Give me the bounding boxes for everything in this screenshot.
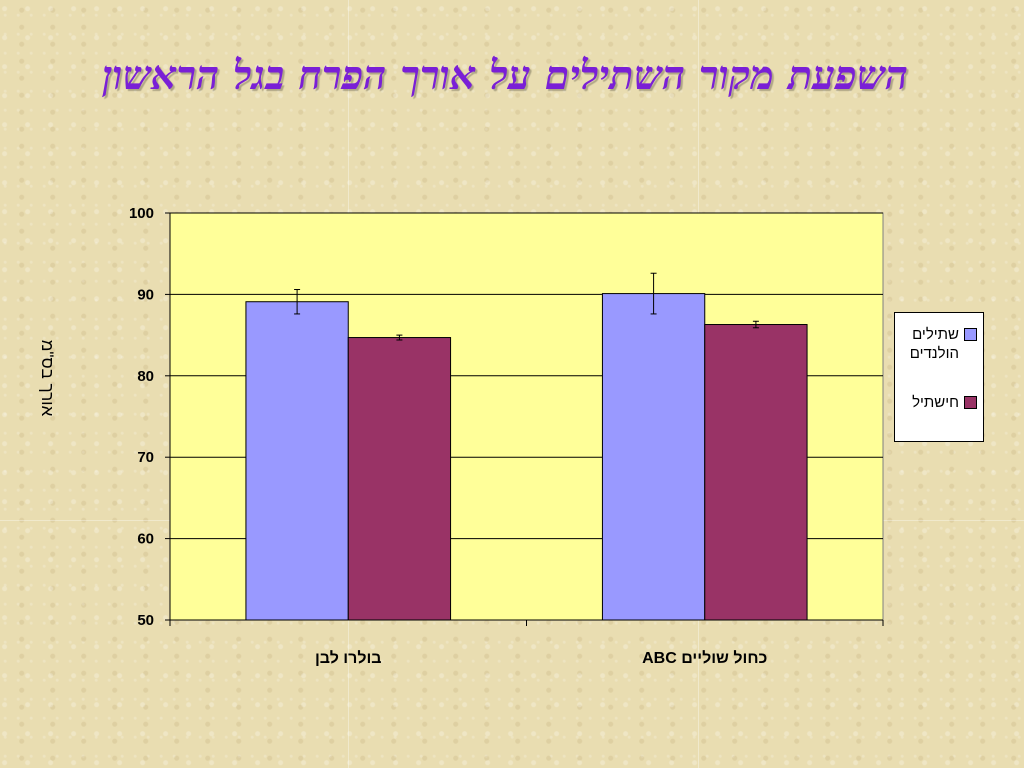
legend-swatch: [964, 328, 977, 341]
y-tick-label: 80: [137, 368, 154, 385]
legend-item: שתילים הולנדים: [903, 325, 977, 363]
legend-swatch: [964, 396, 977, 409]
legend-item: חישתיל: [903, 393, 977, 412]
legend-label: שתילים הולנדים: [909, 326, 959, 362]
bar: [245, 301, 349, 621]
y-tick-label: 70: [137, 449, 154, 466]
x-category-label: בולרו לבן: [315, 649, 382, 667]
y-axis-label: אורך בס"מ: [38, 340, 57, 417]
y-tick-label: 50: [137, 612, 154, 629]
y-tick-label: 60: [137, 531, 154, 548]
y-tick-label: 100: [129, 205, 154, 222]
x-category-label: כחול שוליים ABC: [642, 649, 767, 667]
legend-label: חישתיל: [912, 394, 959, 411]
bar: [347, 337, 452, 621]
y-tick-label: 90: [137, 286, 154, 303]
bar: [601, 293, 706, 621]
chart-legend: שתילים הולנדים חישתיל: [894, 312, 984, 442]
slide-title: השפעת מקור השתילים על אורך הפרח בגל הראש…: [102, 52, 908, 99]
bar: [704, 324, 808, 621]
